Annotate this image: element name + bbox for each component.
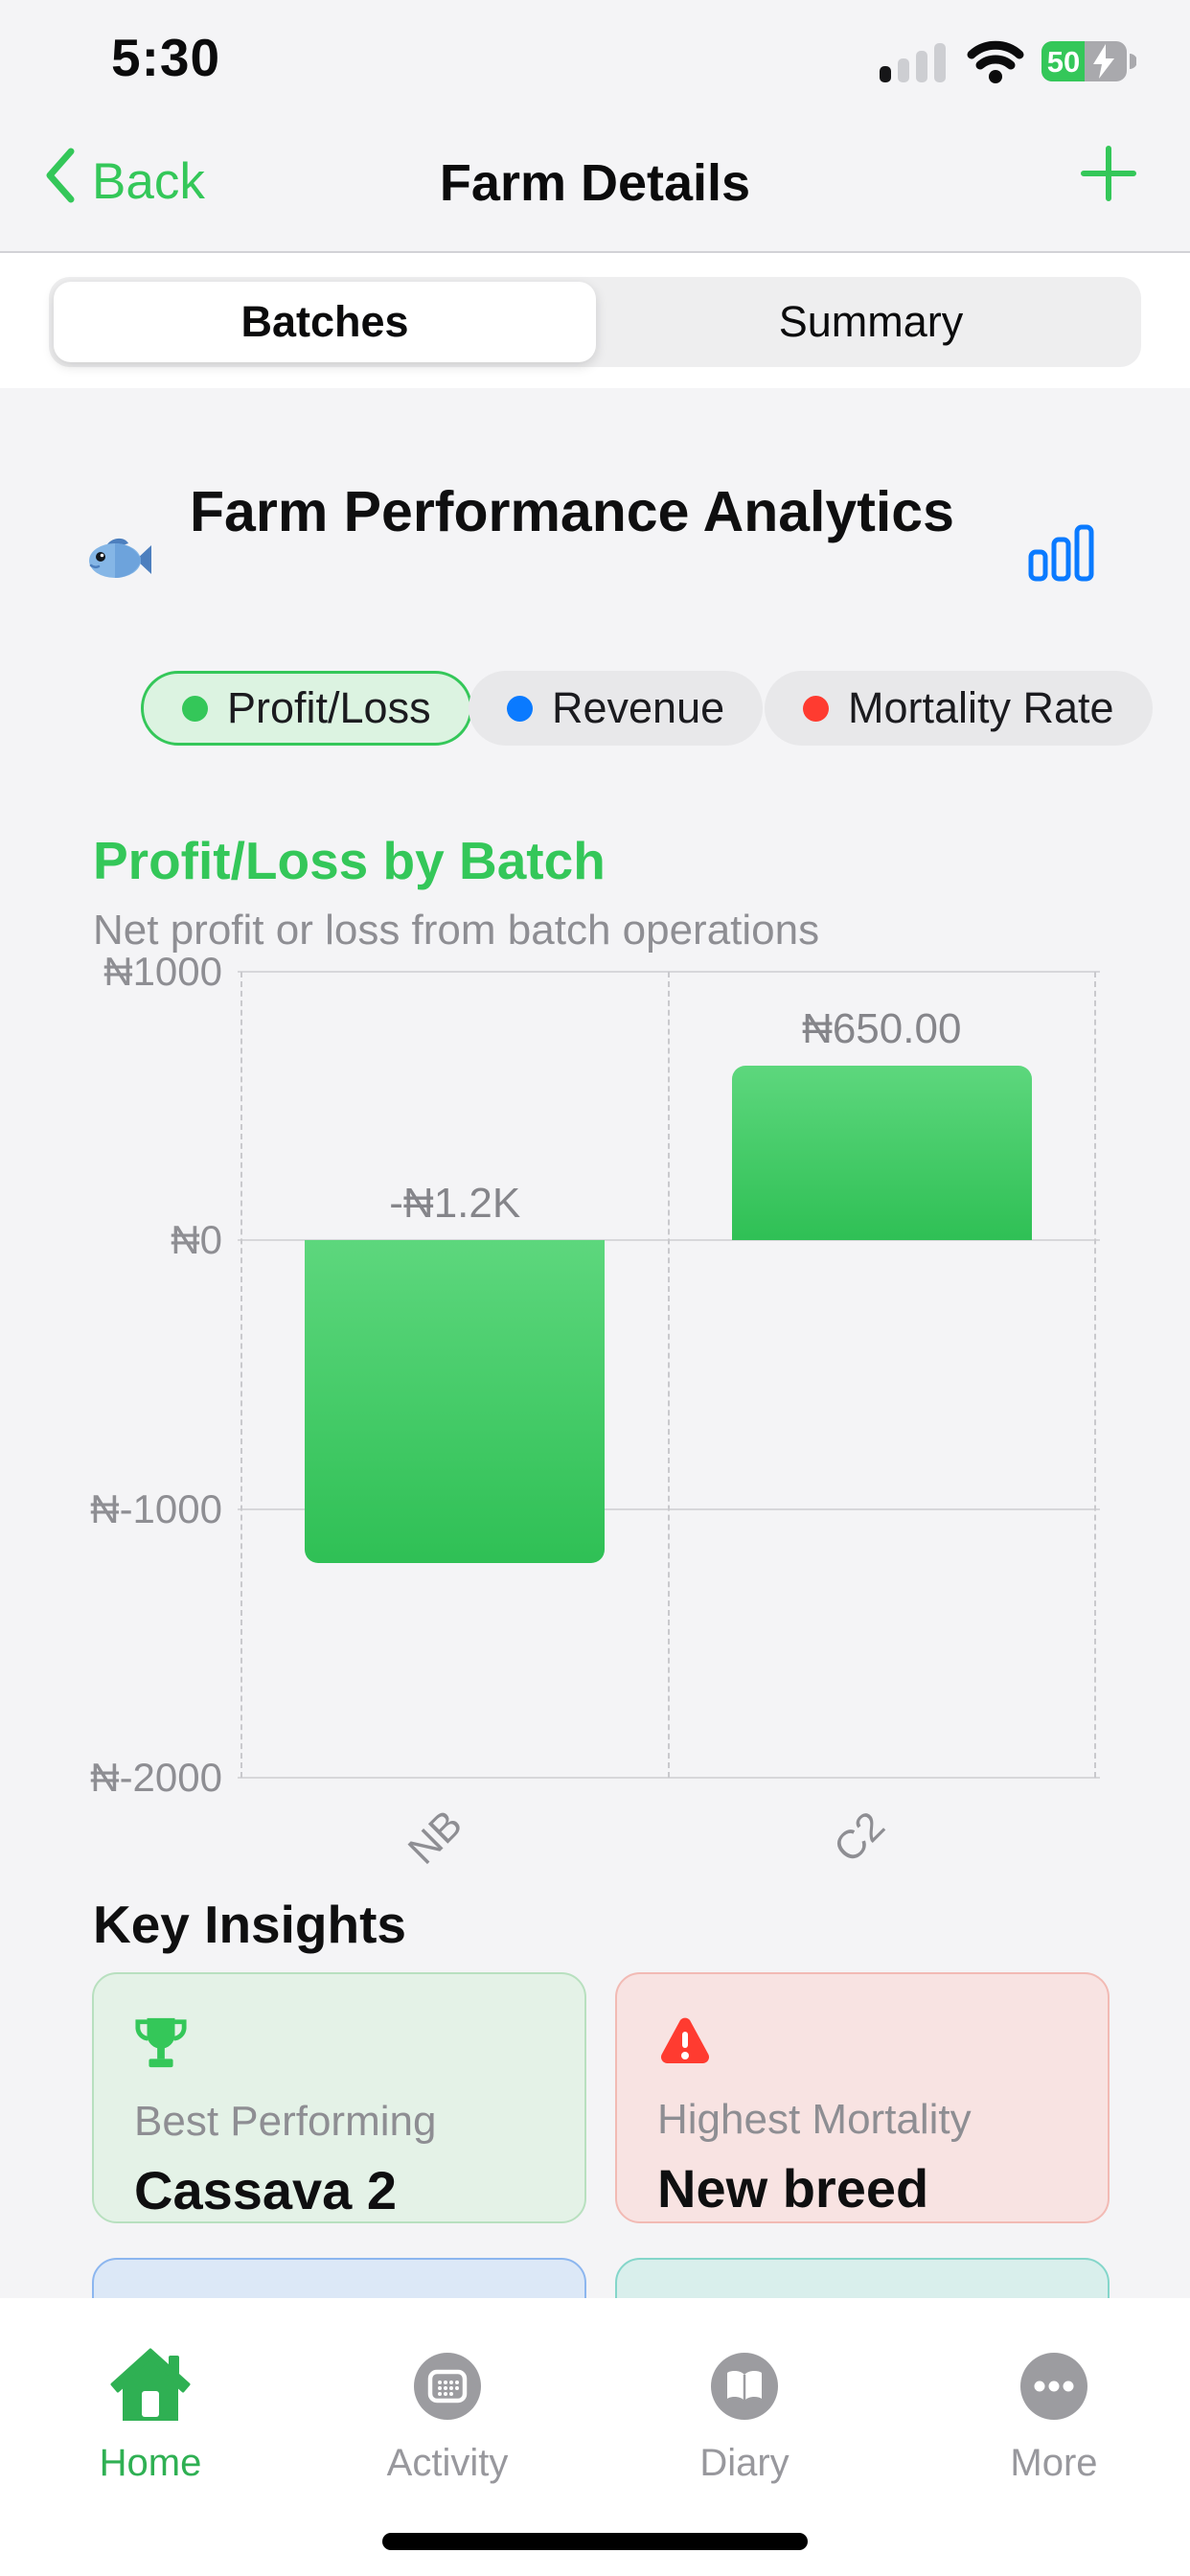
bar-value-label: ₦650.00 xyxy=(802,1005,962,1053)
ellipsis-icon xyxy=(1020,2353,1087,2420)
back-button[interactable]: Back xyxy=(42,146,205,218)
status-time: 5:30 xyxy=(111,28,221,87)
tab-bar: Home Activity xyxy=(0,2298,1190,2576)
gridline xyxy=(238,1777,1100,1779)
profit-loss-bar-chart: ₦1000 ₦0 ₦-1000 ₦-2000 -₦1.2K NB ₦650.00 C2 xyxy=(0,949,1190,1873)
tab-activity[interactable]: Activity xyxy=(342,2348,553,2485)
home-icon xyxy=(108,2348,193,2425)
chart-title: Profit/Loss by Batch xyxy=(93,831,606,890)
filter-chip-label: Revenue xyxy=(552,683,725,732)
tab-more[interactable]: More xyxy=(949,2348,1159,2485)
chart-subtitle: Net profit or loss from batch operations xyxy=(93,907,820,954)
back-label: Back xyxy=(92,153,205,210)
status-icons: 50 xyxy=(880,38,1137,89)
x-axis-tick-label: NB xyxy=(399,1801,470,1873)
x-axis-tick-label: C2 xyxy=(825,1803,894,1872)
fish-icon xyxy=(88,533,151,591)
bar-NB xyxy=(305,1240,606,1563)
y-axis-tick-label: ₦0 xyxy=(171,1217,222,1263)
battery-icon: 50 xyxy=(1041,38,1137,89)
bar-value-label: -₦1.2K xyxy=(389,1180,521,1228)
tab-home[interactable]: Home xyxy=(45,2348,256,2485)
warning-icon xyxy=(657,2017,713,2072)
home-indicator[interactable] xyxy=(382,2533,808,2550)
wifi-icon xyxy=(966,39,1025,88)
filter-chip-mortality-rate[interactable]: Mortality Rate xyxy=(765,671,1153,746)
y-axis-tick-label: ₦-2000 xyxy=(90,1755,222,1800)
tab-label: Activity xyxy=(386,2442,509,2484)
bar-C2 xyxy=(731,1066,1032,1241)
y-axis-tick-label: ₦1000 xyxy=(103,949,222,994)
segment-strip: Batches Summary xyxy=(0,253,1190,388)
filter-chip-revenue[interactable]: Revenue xyxy=(469,671,764,746)
cellular-signal-icon xyxy=(880,39,950,88)
grid-vline xyxy=(240,972,242,1778)
insight-card-best-performing: Best Performing Cassava 2 xyxy=(92,1972,586,2223)
insight-card-label: Highest Mortality xyxy=(657,2096,972,2143)
insights-heading: Key Insights xyxy=(93,1895,407,1954)
segmented-control: Batches Summary xyxy=(49,277,1141,367)
plus-icon xyxy=(1079,146,1138,207)
tab-label: More xyxy=(1010,2442,1098,2484)
red-dot-icon xyxy=(803,695,829,722)
tab-label: Diary xyxy=(699,2442,790,2484)
book-icon xyxy=(711,2353,778,2420)
grid-vline xyxy=(667,972,670,1778)
chevron-left-icon xyxy=(42,146,77,218)
nav-divider xyxy=(0,251,1190,253)
filter-chip-profit-loss[interactable]: Profit/Loss xyxy=(141,671,472,746)
y-axis-tick-label: ₦-1000 xyxy=(90,1485,222,1531)
filter-chip-label: Profit/Loss xyxy=(227,683,431,732)
insight-card-value: Cassava 2 xyxy=(134,2160,398,2220)
insight-card-label: Best Performing xyxy=(134,2098,437,2145)
tab-batches[interactable]: Batches xyxy=(240,297,409,346)
tab-diary[interactable]: Diary xyxy=(639,2348,850,2485)
tab-label: Home xyxy=(99,2442,202,2484)
tab-summary[interactable]: Summary xyxy=(778,297,964,346)
segment-selected-indicator xyxy=(54,282,596,362)
blue-dot-icon xyxy=(507,695,533,722)
insight-card-highest-mortality: Highest Mortality New breed xyxy=(615,1972,1110,2223)
green-dot-icon xyxy=(182,695,208,722)
battery-percent-text: 50 xyxy=(1047,45,1080,79)
insight-card-value: New breed xyxy=(657,2158,929,2219)
analytics-title: Farm Performance Analytics xyxy=(190,480,954,543)
grid-vline xyxy=(1094,972,1096,1778)
bar-chart-icon[interactable] xyxy=(1027,523,1096,587)
trophy-icon xyxy=(134,2017,188,2074)
page-title: Farm Details xyxy=(439,154,751,212)
add-button[interactable] xyxy=(1079,144,1138,208)
filter-chip-label: Mortality Rate xyxy=(848,683,1114,732)
calendar-grid-icon xyxy=(414,2353,481,2420)
